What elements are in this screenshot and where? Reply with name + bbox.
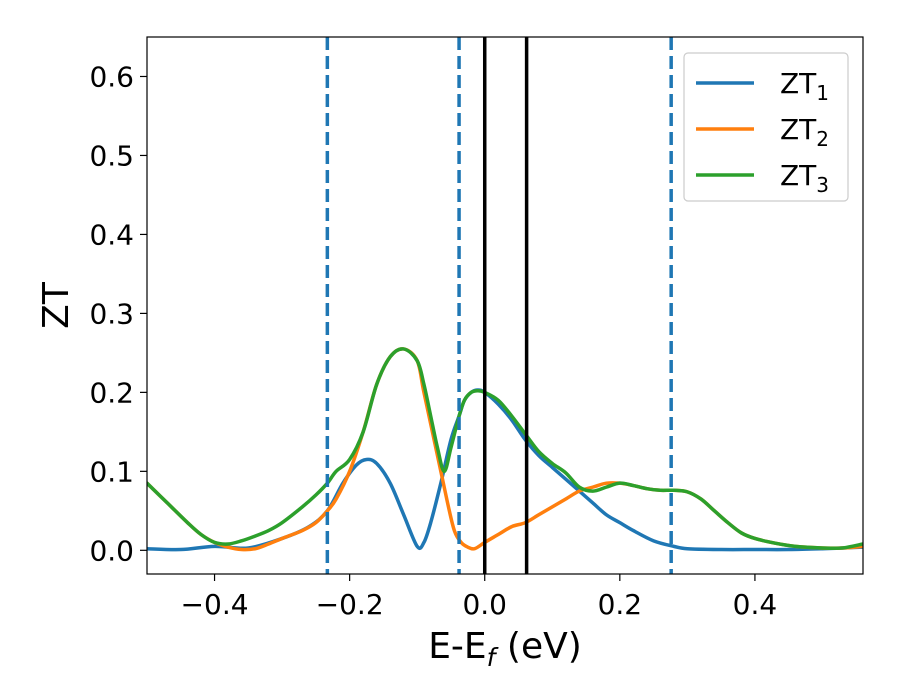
y-tick-label: 0.2 xyxy=(89,376,134,409)
legend-label-zt3: ZT3 xyxy=(780,159,829,197)
plot-layer xyxy=(147,37,863,574)
axis-layer: −0.4 −0.2 0.0 0.2 0.4 0.0 0.1 0.2 0.3 0.4 0.5 0.6 E-… xyxy=(36,36,864,672)
legend-label-main: ZT xyxy=(780,113,817,146)
y-tick-label: 0.3 xyxy=(89,297,134,330)
y-tick-label: 0.5 xyxy=(89,139,134,172)
series-line-zt1 xyxy=(147,388,863,552)
legend-label-zt1: ZT1 xyxy=(780,67,829,105)
axes-frame xyxy=(146,36,864,575)
series-line-zt2 xyxy=(147,347,863,552)
legend-label-sub: 1 xyxy=(816,81,829,105)
x-tick-label: −0.2 xyxy=(316,588,384,621)
y-tick-label: 0.0 xyxy=(89,534,134,567)
x-tick-label: 0.0 xyxy=(462,588,507,621)
x-tick-label: 0.4 xyxy=(733,588,778,621)
legend-label-sub: 3 xyxy=(816,173,829,197)
series-line-zt3 xyxy=(147,347,863,551)
x-axis-label-main: E-E xyxy=(428,626,486,667)
y-tick-label: 0.1 xyxy=(89,455,134,488)
x-axis-label: E-Ef (eV) xyxy=(428,626,582,672)
legend-label-sub: 2 xyxy=(816,127,829,151)
legend-label-zt2: ZT2 xyxy=(780,113,829,151)
y-tick-label: 0.4 xyxy=(89,218,134,251)
y-axis-label: ZT xyxy=(36,281,77,329)
x-tick-label: −0.4 xyxy=(181,588,249,621)
legend-label-main: ZT xyxy=(780,159,817,192)
x-axis-label-unit: (eV) xyxy=(495,626,581,667)
x-tick-label: 0.2 xyxy=(598,588,643,621)
legend-box xyxy=(683,52,849,202)
y-tick-label: 0.6 xyxy=(89,60,134,93)
legend-label-main: ZT xyxy=(780,67,817,100)
